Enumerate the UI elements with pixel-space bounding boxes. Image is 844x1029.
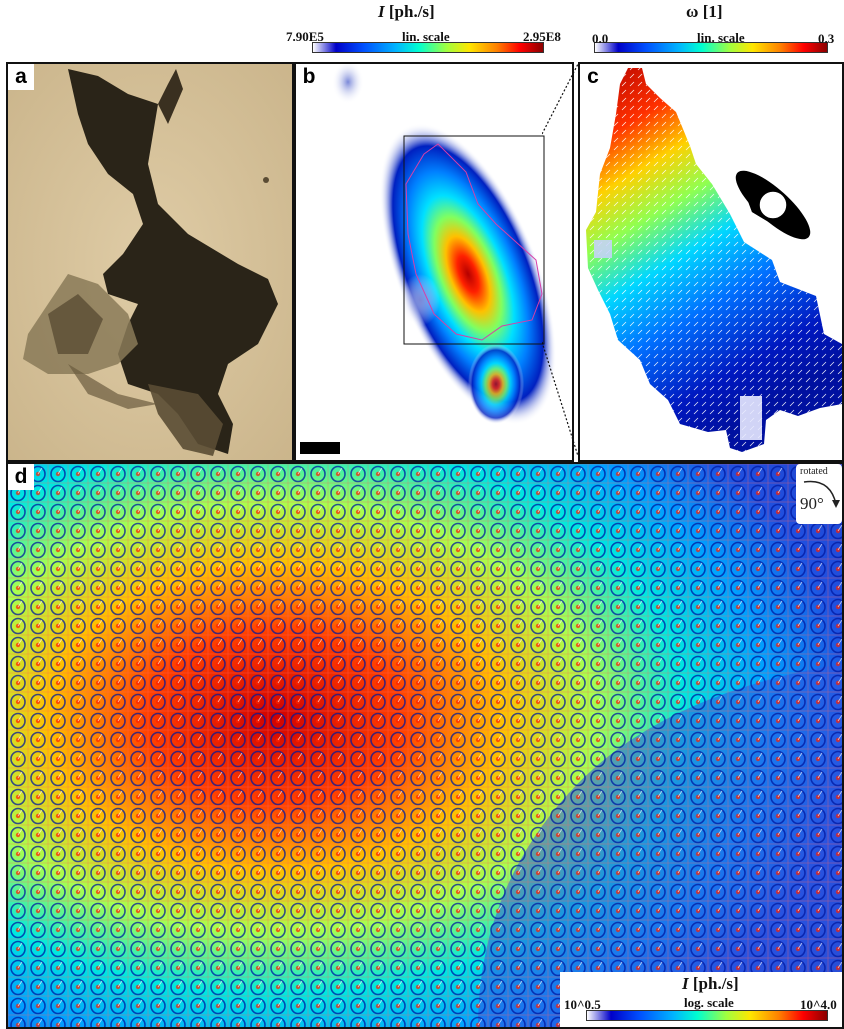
colorbar-top-left-scale: lin. scale [402, 29, 450, 44]
colorbar-bottom-title: I [ph./s] [682, 974, 739, 993]
panel-a-label: a [8, 64, 34, 90]
colorbar-bottom-max: 10^4.0 [800, 997, 837, 1012]
ellipse-orientation-icon [735, 170, 811, 240]
colorbar-bottom-bar [586, 1010, 828, 1021]
rotation-angle: 90° [800, 494, 824, 513]
rotation-indicator: rotated 90° [796, 464, 842, 524]
panel-d-pixel-spectra-grid: d rotated 90° I [ph./s] 10^0.5 log. scal… [6, 462, 844, 1029]
colorbar-top-left-title: I [ph./s] [378, 2, 435, 21]
colorbar-top-left-bar [312, 42, 544, 53]
cell-photograph [8, 64, 292, 460]
orientation-heatmap [586, 68, 842, 452]
colorbar-top-right-scale: lin. scale [697, 30, 745, 45]
colorbar-top-right-min: 0.0 [592, 31, 609, 46]
panel-a-micrograph: a [6, 62, 294, 462]
panel-b-intensity-map: b [294, 62, 574, 462]
colorbar-top-left-min: 7.90E5 [286, 29, 324, 44]
rotate-arrow-icon [803, 480, 840, 508]
scale-bar [300, 442, 340, 454]
panel-b-label: b [296, 64, 322, 90]
spectra-grid [8, 464, 842, 1027]
rotation-label: rotated [800, 466, 828, 477]
panel-c-label: c [580, 64, 606, 90]
colorbar-bottom-panel: I [ph./s] 10^0.5 log. scale 10^4.0 [560, 972, 842, 1027]
colorbar-top-right-bar [594, 42, 828, 53]
colorbar-bottom-min: 10^0.5 [564, 997, 601, 1012]
colorbar-top-right-max: 0.3 [818, 31, 835, 46]
panel-d-label: d [8, 464, 34, 490]
intensity-heatmap [300, 64, 557, 454]
colorbar-top-left-max: 2.95E8 [523, 29, 561, 44]
colorbar-top-right-title: ω [1] [686, 2, 723, 21]
colorbar-bottom-scale: log. scale [684, 995, 734, 1010]
zoom-connector-lines [542, 63, 579, 457]
panel-c-orientation-map: c [578, 62, 844, 462]
